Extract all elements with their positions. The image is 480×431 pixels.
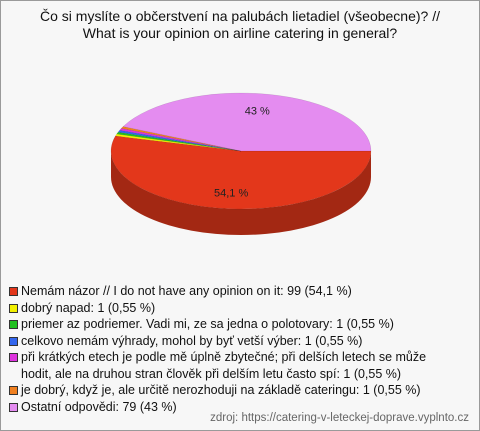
- legend-swatch: [9, 336, 18, 346]
- legend-item: Nemám názor // I do not have any opinion…: [9, 283, 449, 300]
- legend-swatch: [9, 402, 18, 412]
- slice: [110, 135, 372, 210]
- legend-label: je dobrý, když je, ale určitě nerozhoduj…: [21, 383, 421, 397]
- title-line: Čo si myslíte o občerstvení na palubách …: [40, 8, 440, 24]
- legend-item: je dobrý, když je, ale určitě nerozhoduj…: [9, 382, 449, 399]
- legend-swatch: [9, 303, 18, 313]
- legend: Nemám názor // I do not have any opinion…: [9, 283, 449, 415]
- title-line: What is your opinion on airline catering…: [82, 25, 398, 41]
- slice: [117, 129, 242, 152]
- legend-label: celkovo nemám výhrady, mohol by byť vetš…: [21, 333, 363, 348]
- legend-label: priemer az podriemer. Vadi mi, ze sa jed…: [21, 317, 394, 331]
- legend-label: při krátkých etech je podle mě úplně zby…: [21, 350, 427, 381]
- source: zdroj: https://catering-v-leteckej-dopra…: [210, 412, 469, 424]
- slice: [119, 128, 242, 152]
- legend-swatch: [9, 353, 18, 362]
- legend-item: při krátkých etech je podle mě úplně zby…: [9, 349, 449, 382]
- value-label: 54,1 %: [214, 187, 248, 199]
- legend-item: priemer az podriemer. Vadi mi, ze sa jed…: [9, 316, 449, 333]
- legend-swatch: [9, 287, 18, 296]
- legend-label: Ostatní odpovědi: 79 (43 %): [21, 399, 177, 414]
- slice-side: [111, 151, 371, 235]
- legend-label: Nemám názor // I do not have any opinion…: [21, 284, 352, 298]
- value-label: 43 %: [245, 105, 270, 117]
- legend-item: celkovo nemám výhrady, mohol by byť vetš…: [9, 333, 449, 350]
- legend-item: Ostatní odpovědi: 79 (43 %): [9, 399, 449, 416]
- chart-title: Čo si myslíte o občerstvení na palubách …: [1, 8, 479, 42]
- slice: [122, 92, 372, 152]
- slice: [120, 126, 242, 152]
- legend-swatch: [9, 386, 18, 395]
- slice: [115, 133, 242, 152]
- legend-item: dobrý napad: 1 (0,55 %): [9, 300, 449, 317]
- slice: [116, 131, 242, 152]
- legend-swatch: [9, 320, 18, 329]
- pie: 54,1 % 43 %: [110, 92, 372, 235]
- legend-label: dobrý napad: 1 (0,55 %): [21, 300, 156, 315]
